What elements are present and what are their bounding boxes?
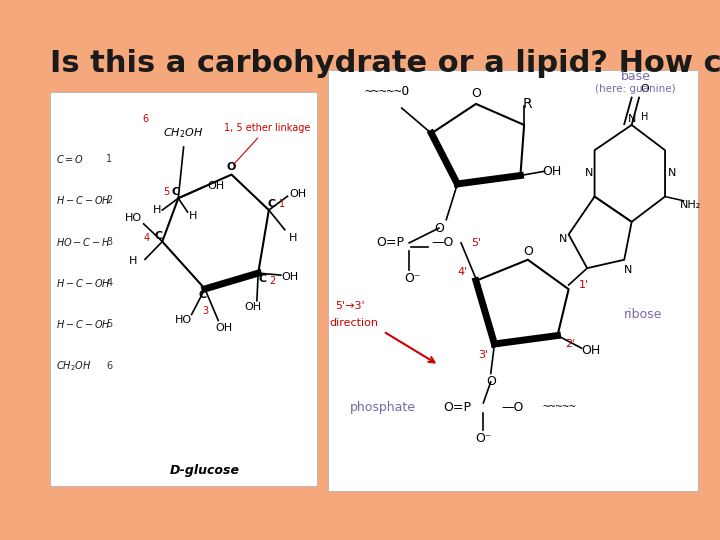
Text: N: N: [668, 168, 677, 178]
Text: ~~~~~: ~~~~~: [543, 402, 577, 412]
Text: H: H: [189, 211, 197, 221]
Text: Is this a carbohydrate or a lipid? How can you tell?: Is this a carbohydrate or a lipid? How c…: [50, 49, 720, 78]
Text: H: H: [289, 233, 297, 242]
Text: OH: OH: [244, 302, 261, 312]
Text: O: O: [486, 375, 495, 388]
Text: 4': 4': [458, 267, 468, 278]
Text: ~~~~~O: ~~~~~O: [365, 85, 410, 98]
Text: O: O: [434, 221, 444, 235]
Text: 1, 5 ether linkage: 1, 5 ether linkage: [223, 123, 310, 165]
Text: HO: HO: [125, 213, 142, 223]
Text: 5': 5': [471, 238, 481, 248]
Text: O: O: [471, 87, 481, 100]
Text: H: H: [153, 205, 161, 215]
Text: H: H: [129, 256, 138, 266]
Text: R: R: [523, 97, 533, 111]
Text: 3': 3': [478, 349, 488, 360]
Text: C: C: [258, 274, 266, 284]
Text: $H-C-OH$: $H-C-OH$: [55, 194, 111, 206]
Text: OH: OH: [215, 323, 232, 333]
Text: 4: 4: [107, 278, 112, 288]
Text: 1: 1: [279, 199, 285, 209]
Text: O: O: [523, 245, 533, 258]
Text: ribose: ribose: [624, 308, 662, 321]
Text: OH: OH: [207, 181, 224, 191]
Text: HO: HO: [175, 315, 192, 326]
Text: C: C: [267, 199, 276, 209]
Text: 5: 5: [107, 319, 112, 329]
Text: O=P: O=P: [444, 401, 472, 414]
Text: $H-C-OH$: $H-C-OH$: [55, 277, 111, 289]
Text: O⁻: O⁻: [405, 272, 421, 285]
FancyBboxPatch shape: [328, 70, 698, 491]
Text: C: C: [154, 231, 162, 241]
Text: $H-C-OH$: $H-C-OH$: [55, 319, 111, 330]
Text: (here: guanine): (here: guanine): [595, 84, 675, 94]
Text: N: N: [585, 168, 593, 178]
Text: O⁻: O⁻: [475, 432, 492, 445]
Text: 2: 2: [107, 195, 112, 205]
Text: D-glucose: D-glucose: [170, 464, 240, 477]
Text: H: H: [641, 112, 648, 122]
Text: 1': 1': [578, 280, 588, 290]
Text: O: O: [227, 161, 236, 172]
Text: OH: OH: [289, 190, 307, 199]
Text: 2': 2': [565, 339, 575, 349]
Text: OH: OH: [581, 344, 600, 357]
Text: N: N: [559, 234, 567, 244]
Text: 5: 5: [163, 187, 169, 197]
Text: phosphate: phosphate: [350, 401, 416, 414]
Text: 2: 2: [270, 276, 276, 286]
Text: C: C: [198, 290, 207, 300]
Text: base: base: [621, 70, 650, 83]
Text: —O: —O: [502, 401, 524, 414]
Text: 6: 6: [142, 114, 148, 124]
Text: O: O: [640, 84, 649, 94]
Text: 3: 3: [107, 237, 112, 247]
FancyBboxPatch shape: [50, 92, 317, 486]
Text: 5'→3': 5'→3': [335, 301, 364, 311]
Text: 1: 1: [107, 154, 112, 164]
Text: $C=O$: $C=O$: [55, 153, 84, 165]
Text: direction: direction: [329, 318, 378, 328]
Text: $CH_2OH$: $CH_2OH$: [55, 359, 91, 373]
Text: $HO-C-H$: $HO-C-H$: [55, 235, 111, 248]
Text: C: C: [171, 187, 180, 197]
Text: N: N: [627, 113, 636, 124]
Text: OH: OH: [282, 272, 299, 282]
Text: —O: —O: [431, 237, 454, 249]
Text: O=P: O=P: [377, 237, 405, 249]
Text: 4: 4: [143, 233, 149, 242]
Text: OH: OH: [542, 165, 562, 178]
Text: NH₂: NH₂: [680, 200, 701, 210]
Text: N: N: [624, 265, 632, 275]
Text: 6: 6: [107, 361, 112, 371]
Text: $CH_2OH$: $CH_2OH$: [163, 126, 204, 140]
Text: 3: 3: [202, 306, 208, 315]
